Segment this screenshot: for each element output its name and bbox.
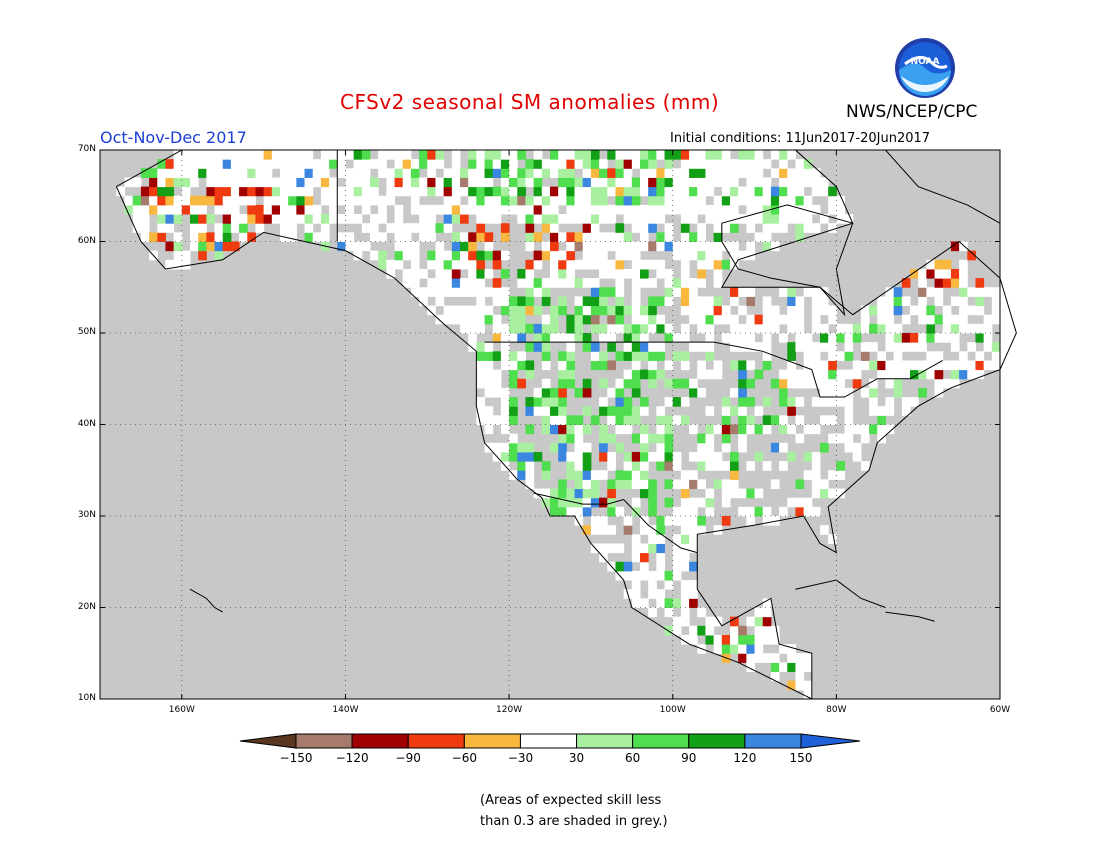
colorbar-tick-label: −90: [395, 751, 421, 765]
colorbar-tick-label: −150: [279, 751, 313, 765]
lat-tick-label: 10N: [77, 693, 96, 703]
lon-tick-label: 140W: [332, 705, 359, 715]
lat-lon-grid: [100, 150, 1000, 699]
colorbar-tick-label: 120: [733, 751, 757, 765]
lon-tick-label: 160W: [168, 705, 195, 715]
skill-note: (Areas of expected skill less than 0.3 a…: [480, 790, 668, 832]
lat-tick-label: 70N: [77, 144, 96, 154]
colorbar-tick-label: −120: [335, 751, 369, 765]
lon-tick-label: 80W: [826, 705, 847, 715]
lat-tick-label: 40N: [77, 418, 96, 429]
organization-label: NWS/NCEP/CPC: [846, 102, 978, 122]
lat-tick-label: 50N: [77, 327, 96, 337]
initial-conditions-label: Initial conditions: 11Jun2017-20Jun2017: [670, 131, 931, 146]
lat-tick-label: 20N: [77, 601, 96, 612]
note-line-1: (Areas of expected skill less: [480, 793, 662, 808]
season-label: Oct-Nov-Dec 2017: [100, 128, 247, 147]
lon-tick-label: 100W: [659, 705, 686, 715]
colorbar-tick-label: 30: [568, 751, 585, 765]
lon-tick-label: 60W: [989, 705, 1011, 715]
chart-title: CFSv2 seasonal SM anomalies (mm): [340, 90, 720, 114]
colorbar-tick-label: −30: [507, 751, 534, 765]
land-outlines: [115, 149, 1017, 700]
colorbar-tick-label: 90: [681, 751, 697, 765]
colorbar-tick-label: 60: [625, 751, 641, 765]
lat-tick-label: 30N: [77, 510, 96, 520]
lon-tick-label: 120W: [496, 705, 523, 715]
colorbar-tick-label: −60: [451, 751, 477, 765]
colorbar-tick-label: 150: [789, 751, 813, 765]
note-line-2: than 0.3 are shaded in grey.): [480, 814, 668, 829]
lat-tick-label: 60N: [77, 235, 96, 246]
